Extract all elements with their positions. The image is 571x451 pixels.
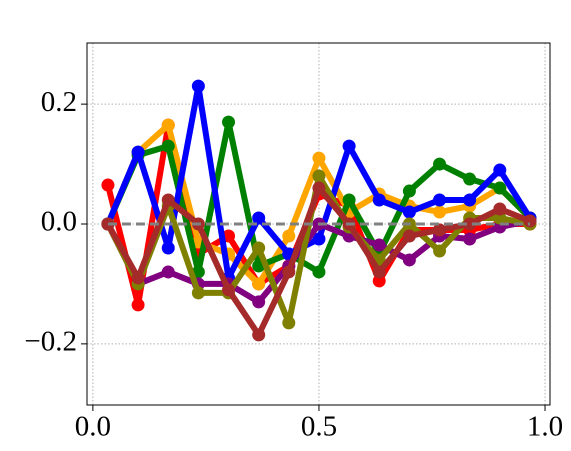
marker bbox=[222, 115, 236, 129]
marker bbox=[282, 316, 296, 330]
marker bbox=[402, 184, 416, 198]
x-tick-label: 1.0 bbox=[527, 411, 563, 443]
marker bbox=[372, 265, 386, 279]
marker bbox=[493, 181, 507, 195]
plot-frame bbox=[86, 42, 551, 406]
marker bbox=[252, 241, 266, 255]
marker bbox=[191, 286, 205, 300]
marker bbox=[161, 118, 175, 132]
y-tick-label: 0.2 bbox=[41, 86, 77, 118]
marker bbox=[402, 253, 416, 267]
marker bbox=[282, 229, 296, 243]
marker bbox=[433, 193, 447, 207]
marker bbox=[131, 298, 145, 312]
x-tick-label: 0.0 bbox=[75, 411, 111, 443]
marker bbox=[372, 238, 386, 252]
marker bbox=[101, 178, 115, 192]
marker bbox=[402, 205, 416, 219]
marker bbox=[312, 265, 326, 279]
marker bbox=[433, 205, 447, 219]
marker bbox=[312, 169, 326, 183]
marker bbox=[433, 244, 447, 258]
marker bbox=[433, 157, 447, 171]
marker bbox=[342, 193, 356, 207]
marker bbox=[161, 265, 175, 279]
marker bbox=[191, 79, 205, 93]
y-tick-label: 0.0 bbox=[41, 206, 77, 238]
marker bbox=[161, 139, 175, 153]
marker bbox=[523, 214, 537, 228]
marker bbox=[463, 217, 477, 231]
marker bbox=[433, 223, 447, 237]
marker bbox=[463, 193, 477, 207]
marker bbox=[312, 181, 326, 195]
marker bbox=[252, 328, 266, 342]
marker bbox=[252, 211, 266, 225]
marker bbox=[131, 145, 145, 159]
marker bbox=[372, 193, 386, 207]
marker bbox=[161, 241, 175, 255]
marker bbox=[463, 232, 477, 246]
marker bbox=[312, 232, 326, 246]
marker bbox=[312, 151, 326, 165]
marker bbox=[131, 271, 145, 285]
marker bbox=[222, 283, 236, 297]
marker bbox=[252, 277, 266, 291]
marker bbox=[493, 211, 507, 225]
marker bbox=[402, 229, 416, 243]
marker bbox=[372, 274, 386, 288]
marker bbox=[282, 265, 296, 279]
x-tick-label: 0.5 bbox=[301, 411, 337, 443]
marker bbox=[493, 163, 507, 177]
marker bbox=[161, 193, 175, 207]
marker bbox=[342, 139, 356, 153]
y-tick-label: −0.2 bbox=[24, 326, 77, 358]
marker bbox=[463, 172, 477, 186]
marker bbox=[252, 295, 266, 309]
marker bbox=[493, 202, 507, 216]
